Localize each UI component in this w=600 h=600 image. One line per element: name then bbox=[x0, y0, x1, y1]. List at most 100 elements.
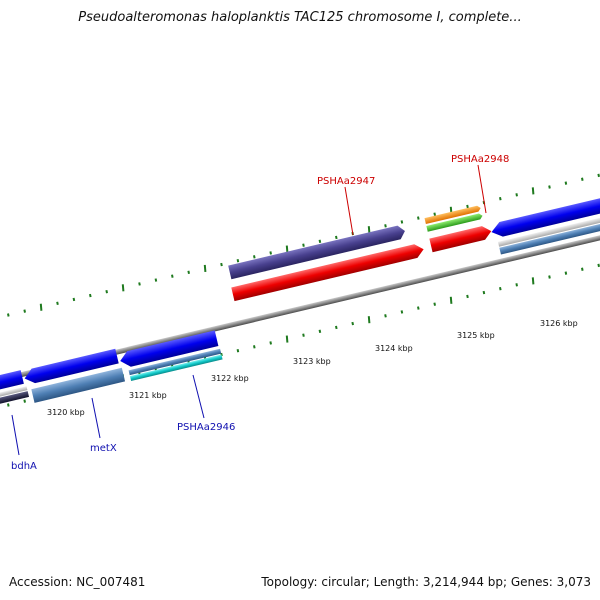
minor-tick bbox=[384, 314, 387, 318]
kbp-ticks: 3120 kbp 3121 kbp 3122 kbp 3123 kbp 3124… bbox=[47, 319, 578, 417]
minor-tick bbox=[466, 294, 469, 299]
gene-label-leaders bbox=[11, 164, 487, 456]
tick-marks bbox=[7, 173, 600, 407]
leader-line-pshaa2946 bbox=[192, 374, 205, 419]
minor-tick bbox=[23, 309, 26, 313]
minor-tick bbox=[138, 282, 141, 286]
minor-tick bbox=[269, 251, 272, 255]
minor-tick bbox=[269, 341, 272, 345]
major-tick bbox=[449, 296, 453, 304]
major-tick bbox=[121, 284, 125, 292]
minor-tick bbox=[417, 216, 420, 220]
gene-arrow-pshaa2947[interactable] bbox=[231, 242, 425, 302]
feature-tracks bbox=[0, 192, 600, 414]
major-tick bbox=[531, 277, 535, 285]
gene-bar-pshaa2946-cyan[interactable] bbox=[129, 354, 223, 382]
minor-tick bbox=[220, 262, 223, 267]
major-tick bbox=[285, 335, 289, 343]
gene-bar-bdha-dark[interactable] bbox=[0, 391, 30, 414]
minor-tick bbox=[335, 235, 338, 240]
kbp-tick-label: 3124 kbp bbox=[375, 344, 413, 353]
minor-tick bbox=[466, 204, 469, 209]
gene-arrow-metx[interactable] bbox=[23, 348, 119, 385]
gene-arrow-bdha[interactable] bbox=[0, 370, 24, 401]
minor-tick bbox=[597, 173, 600, 178]
major-tick bbox=[39, 303, 43, 311]
gene-arrow-right-blue[interactable] bbox=[490, 192, 600, 239]
minor-tick bbox=[433, 212, 436, 216]
minor-tick bbox=[318, 329, 322, 334]
gene-label-metx[interactable]: metX bbox=[90, 443, 117, 454]
gene-arrow-pshaa2948-orange[interactable] bbox=[424, 205, 482, 224]
leader-line-metx bbox=[91, 397, 101, 439]
minor-tick bbox=[548, 275, 551, 279]
major-tick bbox=[531, 187, 535, 195]
gene-arrow-pshaa2946[interactable] bbox=[118, 330, 219, 368]
gene-arrow-pshaa2948-green[interactable] bbox=[426, 213, 483, 232]
minor-tick bbox=[236, 259, 240, 263]
minor-tick bbox=[7, 313, 10, 317]
major-tick bbox=[367, 226, 371, 234]
gene-arrow-pshaa2947-purple[interactable] bbox=[228, 224, 406, 280]
major-tick bbox=[285, 245, 289, 253]
minor-tick bbox=[515, 283, 518, 287]
minor-tick bbox=[515, 193, 518, 197]
minor-tick bbox=[482, 290, 486, 295]
minor-tick bbox=[335, 325, 338, 330]
accession-text: Accession: NC_007481 bbox=[9, 575, 146, 589]
gene-bar-right-grey[interactable] bbox=[497, 209, 600, 247]
minor-tick bbox=[302, 243, 305, 247]
minor-tick bbox=[7, 403, 10, 407]
minor-tick bbox=[187, 270, 190, 275]
leader-line-pshaa2947 bbox=[344, 186, 354, 236]
map-title: Pseudoalteromonas haloplanktis TAC125 ch… bbox=[78, 10, 522, 25]
minor-tick bbox=[351, 321, 354, 326]
gene-label-pshaa2948[interactable]: PSHAa2948 bbox=[451, 154, 509, 165]
minor-tick bbox=[581, 177, 584, 181]
minor-tick bbox=[400, 310, 404, 314]
kbp-tick-label: 3125 kbp bbox=[457, 331, 495, 340]
kbp-tick-label: 3123 kbp bbox=[293, 357, 331, 366]
minor-tick bbox=[220, 352, 223, 357]
gene-bar-metx-steel[interactable] bbox=[31, 367, 126, 403]
minor-tick bbox=[105, 290, 108, 294]
minor-tick bbox=[89, 293, 92, 298]
gene-labels: bdhA metX PSHAa2946 PSHAa2947 PSHAa2948 bbox=[11, 154, 509, 472]
gene-arrow-pshaa2948[interactable] bbox=[429, 224, 493, 253]
gene-label-bdha[interactable]: bdhA bbox=[11, 461, 37, 472]
minor-tick bbox=[548, 185, 551, 189]
major-tick bbox=[367, 316, 371, 324]
minor-tick bbox=[597, 263, 600, 268]
minor-tick bbox=[302, 333, 305, 337]
minor-tick bbox=[417, 306, 420, 310]
minor-tick bbox=[564, 181, 568, 185]
kbp-tick-label: 3122 kbp bbox=[211, 374, 249, 383]
major-tick bbox=[203, 264, 207, 273]
minor-tick bbox=[564, 271, 568, 275]
minor-tick bbox=[236, 349, 240, 353]
gene-bar-pshaa2946-steel[interactable] bbox=[128, 348, 222, 376]
minor-tick bbox=[318, 239, 322, 244]
gene-bar-right-steel[interactable] bbox=[499, 215, 600, 255]
genome-summary-text: Topology: circular; Length: 3,214,944 bp… bbox=[261, 575, 591, 589]
minor-tick bbox=[581, 267, 584, 271]
minor-tick bbox=[72, 297, 76, 302]
minor-tick bbox=[171, 274, 174, 278]
minor-tick bbox=[499, 196, 502, 201]
minor-tick bbox=[499, 286, 502, 291]
leader-line-bdha bbox=[11, 414, 20, 456]
minor-tick bbox=[253, 345, 256, 349]
minor-tick bbox=[433, 302, 436, 306]
gene-bar-bdha-grey[interactable] bbox=[0, 386, 28, 408]
minor-tick bbox=[384, 224, 387, 228]
kbp-tick-label: 3121 kbp bbox=[129, 391, 167, 400]
kbp-tick-label: 3126 kbp bbox=[540, 319, 578, 328]
gene-label-pshaa2947[interactable]: PSHAa2947 bbox=[317, 176, 375, 187]
leader-line-pshaa2948 bbox=[477, 164, 487, 214]
minor-tick bbox=[253, 255, 256, 259]
minor-tick bbox=[23, 399, 26, 403]
gene-label-pshaa2946[interactable]: PSHAa2946 bbox=[177, 422, 235, 433]
minor-tick bbox=[154, 278, 158, 282]
kbp-tick-label: 3120 kbp bbox=[47, 408, 85, 417]
